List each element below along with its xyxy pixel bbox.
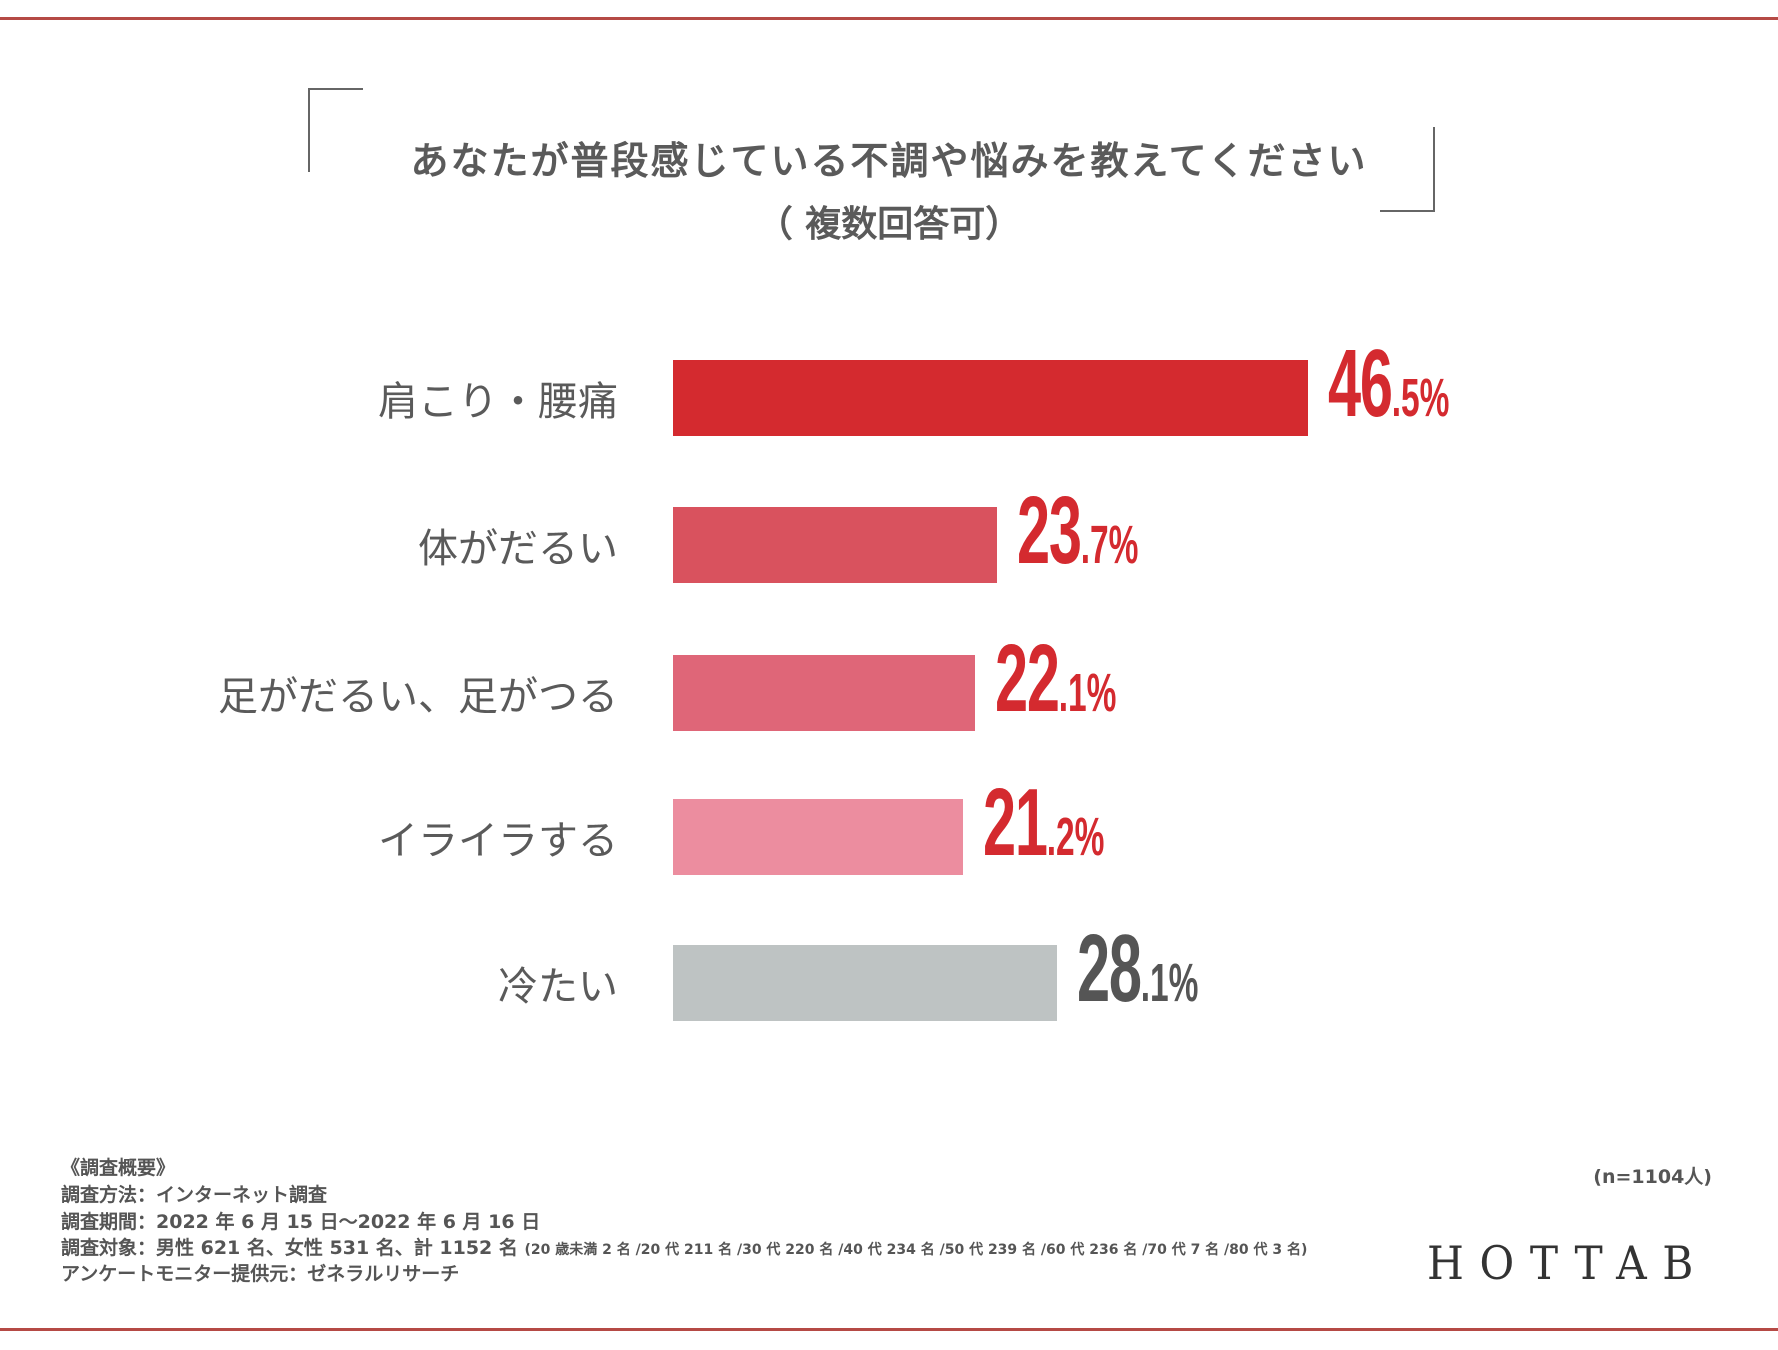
bracket-open-h [308,88,363,90]
category-label: 体がだるい [418,526,618,572]
value-integer: 21 [982,769,1048,876]
value-label: 22.1% [995,631,1116,727]
bar [673,799,963,875]
bottom-rule [0,1328,1778,1331]
bar [673,360,1308,436]
brand-logo: HOTTAB [1427,1236,1710,1290]
sample-size: (n=1104人) [1593,1166,1712,1188]
value-decimal: .7% [1080,515,1139,575]
value-integer: 22 [994,625,1060,732]
chart-title: あなたが普段感じている不調や悩みを教えてください [410,139,1368,183]
survey-target: 調査対象：男性 621 名、女性 531 名、計 1152 名 [61,1237,518,1259]
category-label: 冷たい [498,964,618,1010]
value-label: 28.1% [1077,921,1198,1017]
value-decimal: .5% [1391,368,1450,428]
category-label: 肩こり・腰痛 [378,379,618,425]
survey-period: 調査期間：2022 年 6 月 15 日〜2022 年 6 月 16 日 [61,1211,541,1233]
value-label: 21.2% [983,775,1104,871]
value-integer: 28 [1076,915,1142,1022]
bracket-close-v [1433,127,1435,211]
value-integer: 46 [1328,330,1393,437]
top-rule [0,17,1778,20]
value-decimal: .2% [1046,807,1104,867]
value-decimal: .1% [1140,953,1199,1013]
value-label: 46.5% [1328,336,1449,432]
survey-method: 調査方法：インターネット調査 [61,1184,328,1206]
bracket-open-v [308,88,310,172]
bracket-close-h [1380,210,1435,212]
category-label: イライラする [378,818,618,864]
survey-provider: アンケートモニター提供元：ゼネラルリサーチ [61,1263,460,1285]
survey-target-detail: (20 歳未満 2 名 /20 代 211 名 /30 代 220 名 /40 … [524,1242,1308,1258]
bar [673,655,975,731]
bar [673,945,1057,1021]
category-label: 足がだるい、足がつる [218,674,618,720]
bar [673,507,997,583]
survey-target-row: 調査対象：男性 621 名、女性 531 名、計 1152 名 (20 歳未満 … [61,1233,1307,1260]
value-decimal: .1% [1058,663,1117,723]
value-integer: 23 [1016,477,1082,584]
survey-heading: 《調査概要》 [61,1157,176,1179]
value-label: 23.7% [1017,483,1138,579]
chart-subtitle: （ 複数回答可） [756,204,1022,245]
